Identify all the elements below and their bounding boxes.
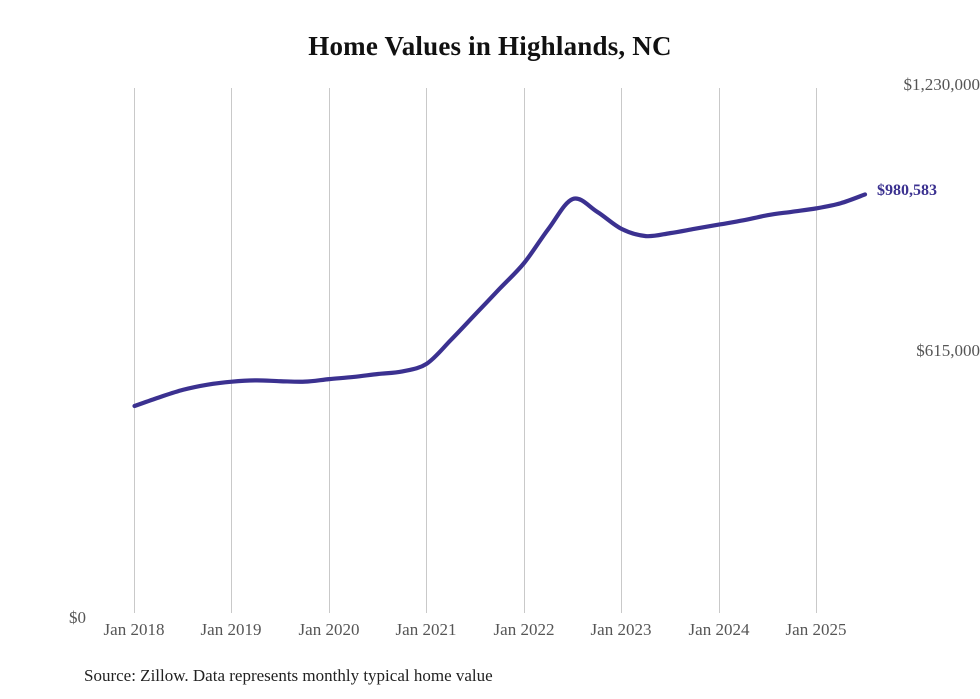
gridlines: [134, 88, 817, 613]
y-axis-tick-zero: $0: [69, 608, 86, 627]
x-axis-tick-jan-2022: Jan 2022: [493, 620, 555, 639]
home-value-line: [132, 192, 868, 409]
x-axis-tick-jan-2025: Jan 2025: [785, 620, 847, 639]
end-value-label: $980,583: [877, 182, 937, 200]
x-axis-tick-jan-2019: Jan 2019: [200, 620, 262, 639]
x-axis-tick-jan-2021: Jan 2021: [395, 620, 457, 639]
source-note: Source: Zillow. Data represents monthly …: [84, 666, 493, 685]
y-axis-tick-mid: $615,000: [916, 341, 980, 360]
x-axis-tick-jan-2020: Jan 2020: [298, 620, 360, 639]
x-axis-tick-jan-2024: Jan 2024: [688, 620, 750, 639]
x-axis-tick-jan-2018: Jan 2018: [103, 620, 165, 639]
chart-title: Home Values in Highlands, NC: [308, 31, 672, 61]
x-axis-tick-jan-2023: Jan 2023: [590, 620, 652, 639]
y-axis-tick-top: $1,230,000: [903, 75, 980, 94]
